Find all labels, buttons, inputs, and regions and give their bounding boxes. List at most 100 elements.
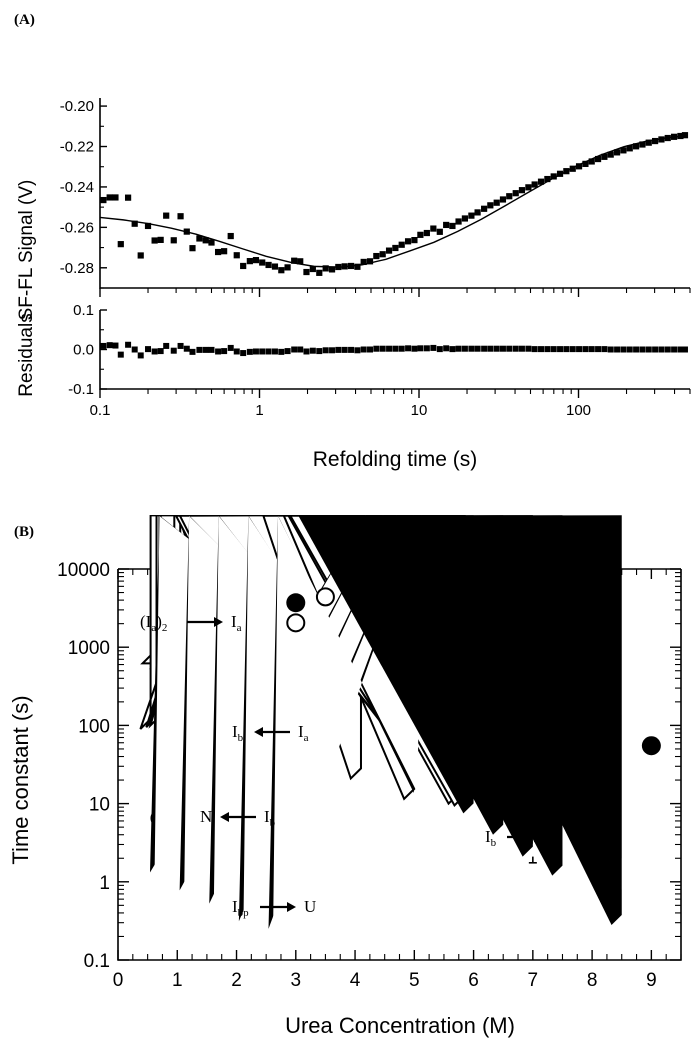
ann-ib-from-ia-left: Ib <box>232 722 244 744</box>
panel-a-figure: SF-FL Signal (V) Residuals Refolding tim… <box>16 98 691 471</box>
data-marker-square <box>449 222 456 230</box>
data-marker-square <box>582 160 589 167</box>
data-marker-square <box>499 196 507 203</box>
panel-b-ytick-label: 100 <box>78 716 110 737</box>
panel-b-xtick-label: 8 <box>587 970 598 991</box>
data-marker-square <box>196 235 203 242</box>
panel-a-resid-ytick-label: -0.1 <box>68 381 94 398</box>
data-marker-square <box>537 178 545 185</box>
data-marker-square <box>576 346 583 353</box>
arrow-right-head-icon <box>534 832 543 842</box>
ann-n-from-ib: N Ib <box>200 807 276 829</box>
data-marker-square <box>417 345 424 352</box>
panel-a-main-plot: -0.20 -0.22 -0.24 -0.26 -0.28 <box>60 98 691 297</box>
ann-ia2-to-ia-left: (Ia)2 <box>140 612 167 634</box>
panel-a-data-points <box>100 132 689 276</box>
data-marker-square <box>354 347 361 354</box>
data-marker-square <box>112 194 119 201</box>
data-marker-square <box>309 265 316 273</box>
ann-n-to-ib-left: N <box>470 613 482 632</box>
data-marker-square <box>639 141 646 148</box>
data-marker-square <box>177 213 184 220</box>
data-marker-square <box>423 345 430 352</box>
data-marker-square <box>221 348 228 355</box>
data-marker-square <box>189 245 196 252</box>
data-marker-square <box>316 269 323 276</box>
data-marker-square <box>170 237 177 244</box>
ann-ia2-to-ia: (Ia)2 Ia <box>140 612 242 634</box>
data-marker-square <box>550 346 557 353</box>
data-marker-filled-circle <box>641 736 661 756</box>
data-marker-square <box>227 344 234 351</box>
data-marker-square <box>202 346 209 353</box>
panel-b-xtick-label: 7 <box>528 970 539 991</box>
data-marker-square <box>474 209 481 216</box>
ann-ib-from-ia: Ib Ia <box>232 722 309 744</box>
data-marker-square <box>117 241 124 248</box>
data-marker-square <box>563 168 570 175</box>
data-marker-square <box>633 346 640 353</box>
data-marker-square <box>322 265 329 272</box>
data-marker-square <box>354 263 361 270</box>
data-marker-square <box>404 238 412 245</box>
data-marker-square <box>563 346 570 353</box>
panel-a-resid-ytick-label: 0.0 <box>73 342 94 359</box>
data-marker-square <box>538 346 545 353</box>
data-marker-square <box>423 229 430 237</box>
data-marker-square <box>594 155 602 163</box>
data-marker-square <box>430 344 437 351</box>
data-marker-square <box>100 342 107 349</box>
data-marker-square <box>468 212 475 219</box>
data-marker-square <box>443 345 450 352</box>
data-marker-square <box>284 348 291 355</box>
data-marker-square <box>360 258 367 266</box>
data-marker-square <box>233 348 240 355</box>
ann-ib-to-ia-left: Ib <box>485 827 497 849</box>
data-marker-square <box>474 345 481 352</box>
data-marker-square <box>373 252 380 260</box>
data-marker-square <box>512 190 519 197</box>
data-marker-square <box>506 193 513 200</box>
data-marker-square <box>157 348 164 355</box>
data-marker-square <box>322 347 329 354</box>
panel-b-label: (B) <box>14 524 34 540</box>
panel-a-ytick-label: -0.26 <box>60 219 94 236</box>
data-marker-square <box>341 346 348 353</box>
ann-n-to-ib: N Ib <box>470 613 546 635</box>
data-marker-square <box>544 346 551 353</box>
data-marker-square <box>601 153 608 160</box>
data-marker-square <box>151 348 158 355</box>
data-marker-square <box>189 348 196 355</box>
data-marker-square <box>525 184 532 191</box>
panel-a-ytick-label: -0.22 <box>60 139 94 156</box>
panel-a-ytick-label: -0.24 <box>60 179 94 196</box>
data-marker-square <box>499 345 506 352</box>
data-marker-square <box>531 346 538 353</box>
data-marker-square <box>329 347 336 354</box>
data-marker-square <box>664 346 671 353</box>
data-marker-square <box>278 348 285 355</box>
data-marker-square <box>208 239 215 246</box>
data-marker-square <box>582 346 589 353</box>
panel-b-figure: Time constant (s) Urea Concentration (M)… <box>8 515 682 1038</box>
ann-ibp-to-u-right: U <box>304 897 316 916</box>
data-marker-square <box>297 346 304 353</box>
data-marker-filled-triangle-up <box>410 515 622 926</box>
data-marker-square <box>550 173 557 180</box>
data-marker-square <box>233 252 240 259</box>
data-marker-square <box>614 346 621 353</box>
data-marker-square <box>681 132 689 139</box>
data-marker-square <box>379 345 386 352</box>
data-marker-square <box>137 352 144 359</box>
data-marker-square <box>183 345 190 352</box>
data-marker-square <box>291 257 298 264</box>
data-marker-filled-circle <box>286 593 306 613</box>
panel-a-xtick-label: 0.1 <box>90 402 111 419</box>
panel-b-xtick-label: 1 <box>172 970 183 991</box>
panel-b-series <box>298 515 622 926</box>
panel-a-label: (A) <box>14 12 35 28</box>
data-marker-square <box>385 247 393 254</box>
data-marker-square <box>252 257 260 264</box>
data-marker-square <box>613 149 621 156</box>
panel-a-ytick-label: -0.28 <box>60 260 94 277</box>
